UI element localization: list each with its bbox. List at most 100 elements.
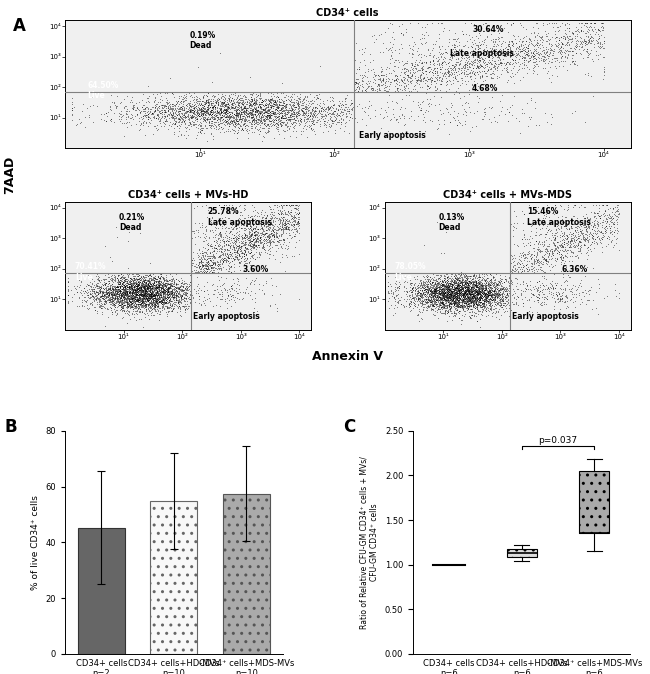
Point xyxy=(228,86,239,97)
Point xyxy=(452,53,463,64)
Point xyxy=(66,103,77,114)
Point xyxy=(453,284,463,295)
Point xyxy=(426,67,437,78)
Point xyxy=(571,39,582,50)
Point xyxy=(430,82,440,93)
Point xyxy=(496,299,506,309)
Point xyxy=(123,294,133,305)
Point xyxy=(549,208,559,219)
Point xyxy=(257,117,267,127)
Point xyxy=(444,295,454,306)
Point xyxy=(141,280,151,291)
Point xyxy=(449,296,460,307)
Point xyxy=(210,221,220,232)
Point xyxy=(556,257,567,268)
Point xyxy=(154,297,164,307)
Point xyxy=(204,255,214,266)
Point xyxy=(461,270,471,280)
Point xyxy=(166,109,176,120)
Point xyxy=(472,292,482,303)
Point xyxy=(266,204,276,214)
Point xyxy=(268,86,278,97)
Point xyxy=(462,59,472,70)
Point xyxy=(610,202,620,212)
Point xyxy=(122,297,133,307)
Point xyxy=(440,305,450,315)
Point xyxy=(144,286,155,297)
Point xyxy=(478,282,488,293)
Point xyxy=(122,303,133,313)
Point xyxy=(454,299,464,309)
Point xyxy=(135,285,146,296)
Point xyxy=(446,268,456,279)
Point xyxy=(78,285,88,296)
Point xyxy=(581,225,592,236)
Point xyxy=(216,99,226,110)
Point xyxy=(304,98,314,109)
Point xyxy=(172,103,182,114)
Point xyxy=(514,47,525,58)
Point xyxy=(398,299,408,310)
Point xyxy=(517,58,527,69)
Point xyxy=(215,112,226,123)
Point xyxy=(186,272,196,282)
Point xyxy=(404,290,415,301)
Point xyxy=(254,230,264,241)
Point xyxy=(118,288,129,299)
Point xyxy=(574,233,584,243)
Point xyxy=(150,297,161,307)
Point xyxy=(122,289,132,300)
Point xyxy=(113,275,124,286)
Point xyxy=(98,290,108,301)
Point xyxy=(140,278,150,288)
Point xyxy=(543,282,553,293)
Point xyxy=(208,264,218,275)
Point xyxy=(185,281,196,292)
Point xyxy=(407,59,417,69)
Point xyxy=(542,259,552,270)
Point xyxy=(589,208,599,218)
Point xyxy=(250,296,260,307)
Point xyxy=(510,34,520,44)
Point xyxy=(461,268,471,279)
Point xyxy=(413,57,424,67)
Point xyxy=(510,55,521,65)
Point xyxy=(286,117,296,128)
Point xyxy=(526,284,536,295)
Point xyxy=(135,294,145,305)
Point xyxy=(161,100,171,111)
Point xyxy=(467,287,478,298)
Point xyxy=(442,307,452,318)
Point xyxy=(131,294,141,305)
Point xyxy=(100,115,110,126)
Point xyxy=(425,287,436,298)
Point xyxy=(295,96,306,106)
Point xyxy=(186,286,196,297)
Point xyxy=(285,111,295,121)
Point xyxy=(462,268,473,279)
Point xyxy=(393,295,403,306)
Point xyxy=(583,220,593,231)
Point xyxy=(502,286,512,297)
Point xyxy=(263,108,274,119)
Point xyxy=(98,287,108,298)
Point xyxy=(266,115,276,126)
Point xyxy=(464,286,474,297)
Point xyxy=(231,110,242,121)
Point xyxy=(164,72,175,83)
Point xyxy=(251,239,261,250)
Point xyxy=(577,228,588,239)
Point xyxy=(363,63,373,74)
Point xyxy=(192,114,203,125)
Point xyxy=(456,318,466,329)
Point xyxy=(126,282,136,293)
Point xyxy=(490,297,501,307)
Point xyxy=(471,282,482,293)
Point xyxy=(248,106,258,117)
Point xyxy=(114,278,125,289)
Point xyxy=(434,298,444,309)
Point xyxy=(137,295,148,306)
Point xyxy=(456,291,466,302)
Point xyxy=(135,288,145,299)
Point xyxy=(281,214,291,225)
